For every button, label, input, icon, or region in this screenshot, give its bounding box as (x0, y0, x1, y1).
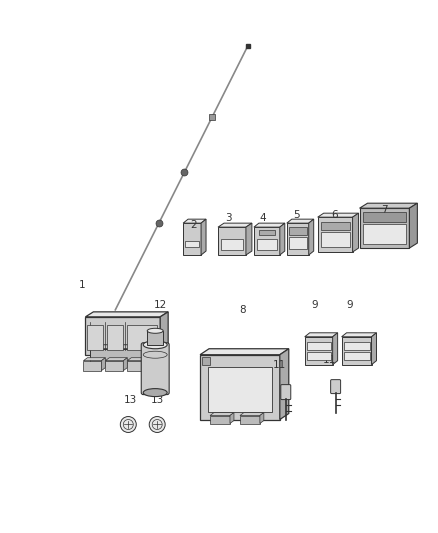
Polygon shape (254, 227, 280, 255)
Polygon shape (230, 413, 234, 424)
Polygon shape (221, 239, 243, 250)
Polygon shape (342, 337, 371, 365)
Polygon shape (321, 222, 350, 230)
Polygon shape (85, 317, 160, 355)
Polygon shape (307, 342, 331, 350)
Text: 11: 11 (273, 360, 286, 370)
Polygon shape (210, 416, 230, 424)
Polygon shape (218, 227, 246, 255)
Polygon shape (363, 212, 406, 222)
Polygon shape (260, 413, 264, 424)
FancyBboxPatch shape (331, 379, 341, 393)
Polygon shape (321, 232, 350, 247)
Polygon shape (208, 367, 272, 411)
Polygon shape (371, 333, 377, 365)
Text: 13: 13 (151, 394, 164, 405)
Polygon shape (342, 333, 377, 337)
Polygon shape (246, 223, 252, 255)
Polygon shape (332, 333, 338, 365)
Polygon shape (218, 223, 252, 227)
Text: 8: 8 (240, 305, 246, 315)
Polygon shape (202, 357, 210, 365)
Polygon shape (287, 223, 309, 255)
Circle shape (120, 416, 136, 432)
Polygon shape (183, 223, 201, 255)
Polygon shape (318, 217, 353, 252)
Polygon shape (287, 219, 314, 223)
Polygon shape (90, 345, 156, 349)
Polygon shape (240, 416, 260, 424)
Polygon shape (127, 361, 145, 370)
Polygon shape (210, 413, 234, 416)
Polygon shape (107, 325, 124, 350)
Text: 2: 2 (190, 220, 196, 230)
Polygon shape (305, 333, 338, 337)
Polygon shape (145, 358, 149, 370)
Polygon shape (85, 312, 168, 317)
Text: 9: 9 (346, 300, 353, 310)
Ellipse shape (147, 328, 163, 333)
Text: 6: 6 (331, 210, 338, 220)
Text: 4: 4 (260, 213, 266, 223)
Polygon shape (289, 227, 307, 235)
Polygon shape (240, 413, 264, 416)
FancyBboxPatch shape (141, 343, 169, 394)
Polygon shape (257, 239, 277, 250)
Polygon shape (83, 361, 101, 370)
Polygon shape (88, 325, 103, 350)
Text: 3: 3 (225, 213, 231, 223)
Polygon shape (200, 349, 289, 355)
Polygon shape (185, 241, 199, 247)
Polygon shape (83, 358, 106, 361)
Polygon shape (127, 358, 149, 361)
Polygon shape (353, 213, 359, 252)
Polygon shape (363, 224, 406, 244)
Polygon shape (280, 223, 285, 255)
Polygon shape (150, 345, 156, 362)
Polygon shape (201, 219, 206, 255)
Polygon shape (90, 349, 150, 362)
Polygon shape (305, 337, 332, 365)
Text: 11: 11 (323, 354, 336, 365)
Polygon shape (101, 358, 106, 370)
Polygon shape (280, 349, 289, 419)
Polygon shape (200, 355, 280, 419)
Polygon shape (307, 352, 331, 360)
Polygon shape (127, 325, 157, 350)
Text: 9: 9 (311, 300, 318, 310)
Polygon shape (318, 213, 359, 217)
Polygon shape (360, 208, 410, 248)
Polygon shape (259, 230, 275, 235)
Text: 5: 5 (293, 210, 300, 220)
Text: 12: 12 (154, 300, 167, 310)
Text: 13: 13 (124, 394, 137, 405)
FancyBboxPatch shape (281, 385, 291, 400)
Ellipse shape (143, 389, 167, 397)
Polygon shape (160, 312, 168, 355)
Polygon shape (343, 342, 370, 350)
Circle shape (149, 416, 165, 432)
Polygon shape (124, 358, 127, 370)
Polygon shape (106, 361, 124, 370)
Polygon shape (106, 358, 127, 361)
Polygon shape (183, 219, 206, 223)
Polygon shape (343, 352, 370, 360)
Polygon shape (360, 203, 417, 208)
Polygon shape (309, 219, 314, 255)
Text: 1: 1 (79, 280, 86, 290)
Polygon shape (410, 203, 417, 248)
Polygon shape (289, 237, 307, 249)
Text: 7: 7 (381, 205, 388, 215)
Ellipse shape (143, 341, 167, 349)
FancyBboxPatch shape (147, 331, 163, 345)
Polygon shape (254, 223, 285, 227)
